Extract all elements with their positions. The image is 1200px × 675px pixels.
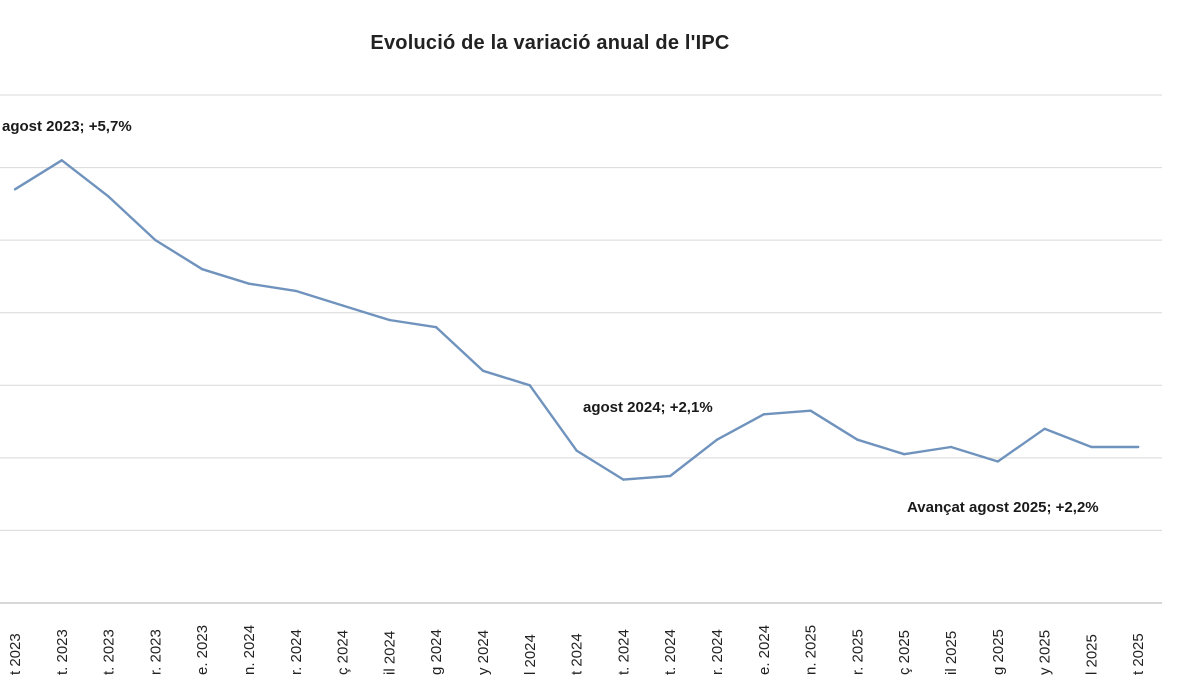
data-point xyxy=(294,289,297,293)
data-point xyxy=(247,282,251,285)
data-point xyxy=(622,478,625,481)
data-point xyxy=(809,409,812,412)
data-point xyxy=(154,238,157,242)
chart-title: Evolució de la variació anual de l'IPC xyxy=(370,32,730,54)
data-point xyxy=(996,460,999,463)
data-point xyxy=(13,188,17,191)
x-tick-label: t 2025 xyxy=(1130,633,1147,675)
x-tick-label: n. 2025 xyxy=(803,625,820,675)
data-point xyxy=(715,438,719,441)
x-tick-label: t. 2024 xyxy=(615,629,632,675)
x-tick-label: e. 2024 xyxy=(756,625,773,675)
data-point xyxy=(1090,445,1093,449)
data-point xyxy=(856,438,859,441)
x-tick-label: t. 2023 xyxy=(54,629,71,675)
data-point xyxy=(107,195,110,198)
data-point xyxy=(388,318,391,322)
x-tick-label: t 2024 xyxy=(569,633,586,675)
x-tick-label: n. 2024 xyxy=(241,625,258,675)
x-tick-label: il 2025 xyxy=(943,631,960,675)
data-point xyxy=(669,474,672,478)
annotation-label: agost 2023; +5,7% xyxy=(2,118,132,135)
x-tick-label: r. 2025 xyxy=(849,629,866,675)
x-tick-label: l 2025 xyxy=(1083,634,1100,675)
data-point xyxy=(1043,427,1046,431)
data-point xyxy=(528,384,531,387)
x-tick-label: r. 2023 xyxy=(147,629,164,675)
data-point xyxy=(949,445,953,449)
data-point xyxy=(903,453,906,456)
x-tick-label: g 2025 xyxy=(990,629,1007,675)
x-tick-label: il 2024 xyxy=(381,631,398,675)
x-tick-label: r. 2024 xyxy=(288,629,305,675)
annotation-label: agost 2024; +2,1% xyxy=(583,399,713,416)
x-tick-label: t. 2023 xyxy=(101,629,118,675)
x-tick-label: ç 2024 xyxy=(335,630,352,675)
data-point xyxy=(1137,445,1140,449)
data-point xyxy=(341,304,344,307)
annotation-label: Avançat agost 2025; +2,2% xyxy=(907,499,1099,516)
data-point xyxy=(762,413,765,416)
data-point xyxy=(201,267,204,271)
data-point xyxy=(60,159,63,162)
x-tick-label: l 2024 xyxy=(522,634,539,675)
x-tick-label: ç 2025 xyxy=(896,630,913,675)
data-point xyxy=(435,326,438,329)
data-point xyxy=(481,369,485,372)
data-point xyxy=(575,449,578,452)
x-tick-label: y 2024 xyxy=(475,630,492,675)
x-tick-label: e. 2023 xyxy=(194,625,211,675)
x-tick-label: g 2024 xyxy=(428,629,445,675)
x-tick-label: t. 2024 xyxy=(662,629,679,675)
x-tick-label: r. 2024 xyxy=(709,629,726,675)
x-tick-label: t 2023 xyxy=(7,633,24,675)
series-line xyxy=(14,159,1139,481)
x-tick-label: y 2025 xyxy=(1037,630,1054,675)
